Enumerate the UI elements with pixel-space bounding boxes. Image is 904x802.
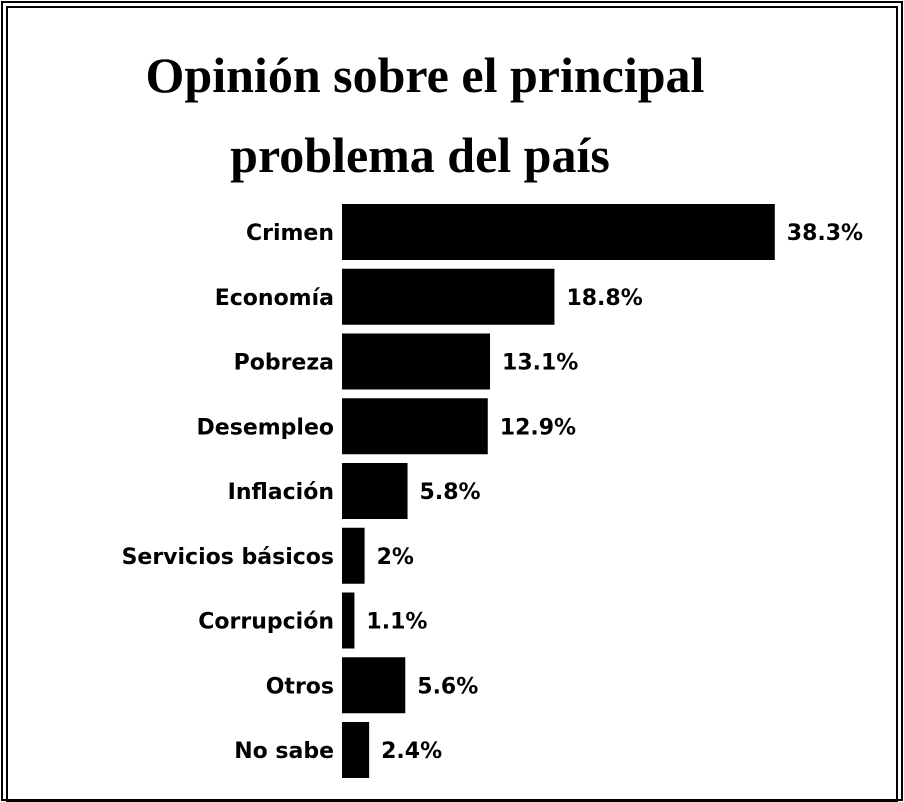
value-label: 13.1% bbox=[502, 351, 578, 376]
value-label: 5.8% bbox=[420, 480, 481, 505]
category-label: Desempleo bbox=[197, 415, 334, 440]
chart-title: Opinión sobre el principal bbox=[146, 47, 705, 103]
value-label: 18.8% bbox=[566, 286, 642, 311]
bar bbox=[342, 204, 775, 260]
bar bbox=[342, 333, 491, 390]
value-label: 2% bbox=[377, 545, 414, 570]
category-label: Pobreza bbox=[234, 351, 334, 376]
bar bbox=[342, 527, 365, 584]
category-label: Corrupción bbox=[198, 610, 334, 635]
value-label: 38.3% bbox=[787, 221, 863, 246]
bar bbox=[342, 657, 406, 714]
bar bbox=[342, 592, 355, 649]
category-label: Crimen bbox=[246, 221, 334, 246]
bar bbox=[342, 398, 488, 455]
category-label: Otros bbox=[266, 674, 334, 699]
bar bbox=[342, 268, 555, 325]
category-label: Economía bbox=[215, 286, 334, 311]
value-label: 12.9% bbox=[500, 415, 576, 440]
chart-title: problema del país bbox=[230, 127, 610, 183]
bar bbox=[342, 722, 370, 778]
value-label: 2.4% bbox=[381, 739, 442, 764]
value-label: 1.1% bbox=[366, 610, 427, 635]
inner-frame bbox=[6, 6, 898, 802]
bar bbox=[342, 463, 408, 519]
value-label: 5.6% bbox=[417, 674, 478, 699]
category-label: Servicios básicos bbox=[122, 545, 334, 570]
category-label: No sabe bbox=[234, 739, 334, 764]
category-label: Inflación bbox=[228, 480, 334, 505]
